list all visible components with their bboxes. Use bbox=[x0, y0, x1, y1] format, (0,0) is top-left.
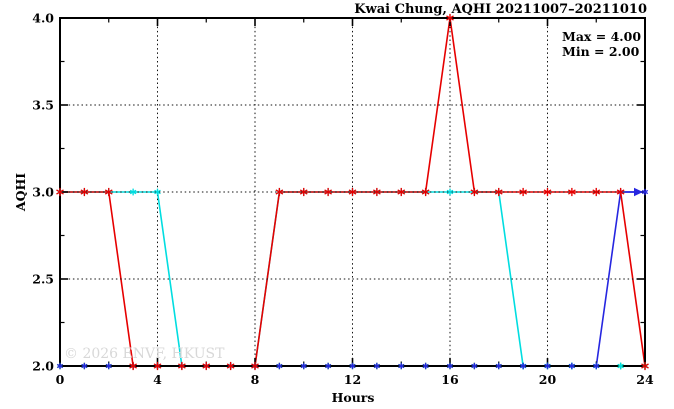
y-axis-label: AQHI bbox=[13, 173, 28, 212]
svg-text:0: 0 bbox=[56, 372, 65, 387]
svg-text:3.5: 3.5 bbox=[32, 98, 54, 113]
svg-text:20: 20 bbox=[539, 372, 557, 387]
tick-labels: 0 4 8 12 16 20 24 2.0 2.5 3.0 3.5 4.0 bbox=[32, 11, 654, 388]
series-markers bbox=[56, 13, 649, 371]
x-axis-label: Hours bbox=[332, 390, 375, 405]
annotation-min: Min = 2.00 bbox=[562, 44, 640, 59]
annotation-max: Max = 4.00 bbox=[562, 29, 641, 44]
svg-text:3.0: 3.0 bbox=[32, 185, 54, 200]
watermark: © 2026 ENVF, HKUST bbox=[64, 346, 225, 362]
svg-text:4.0: 4.0 bbox=[32, 11, 54, 26]
svg-text:4: 4 bbox=[153, 372, 162, 387]
svg-text:12: 12 bbox=[344, 372, 361, 387]
svg-text:16: 16 bbox=[441, 372, 459, 387]
svg-text:2.5: 2.5 bbox=[32, 272, 54, 287]
svg-text:8: 8 bbox=[251, 372, 260, 387]
svg-text:24: 24 bbox=[636, 372, 654, 387]
chart-title: Kwai Chung, AQHI 20211007–20211010 bbox=[354, 2, 647, 17]
svg-text:2.0: 2.0 bbox=[32, 359, 54, 374]
